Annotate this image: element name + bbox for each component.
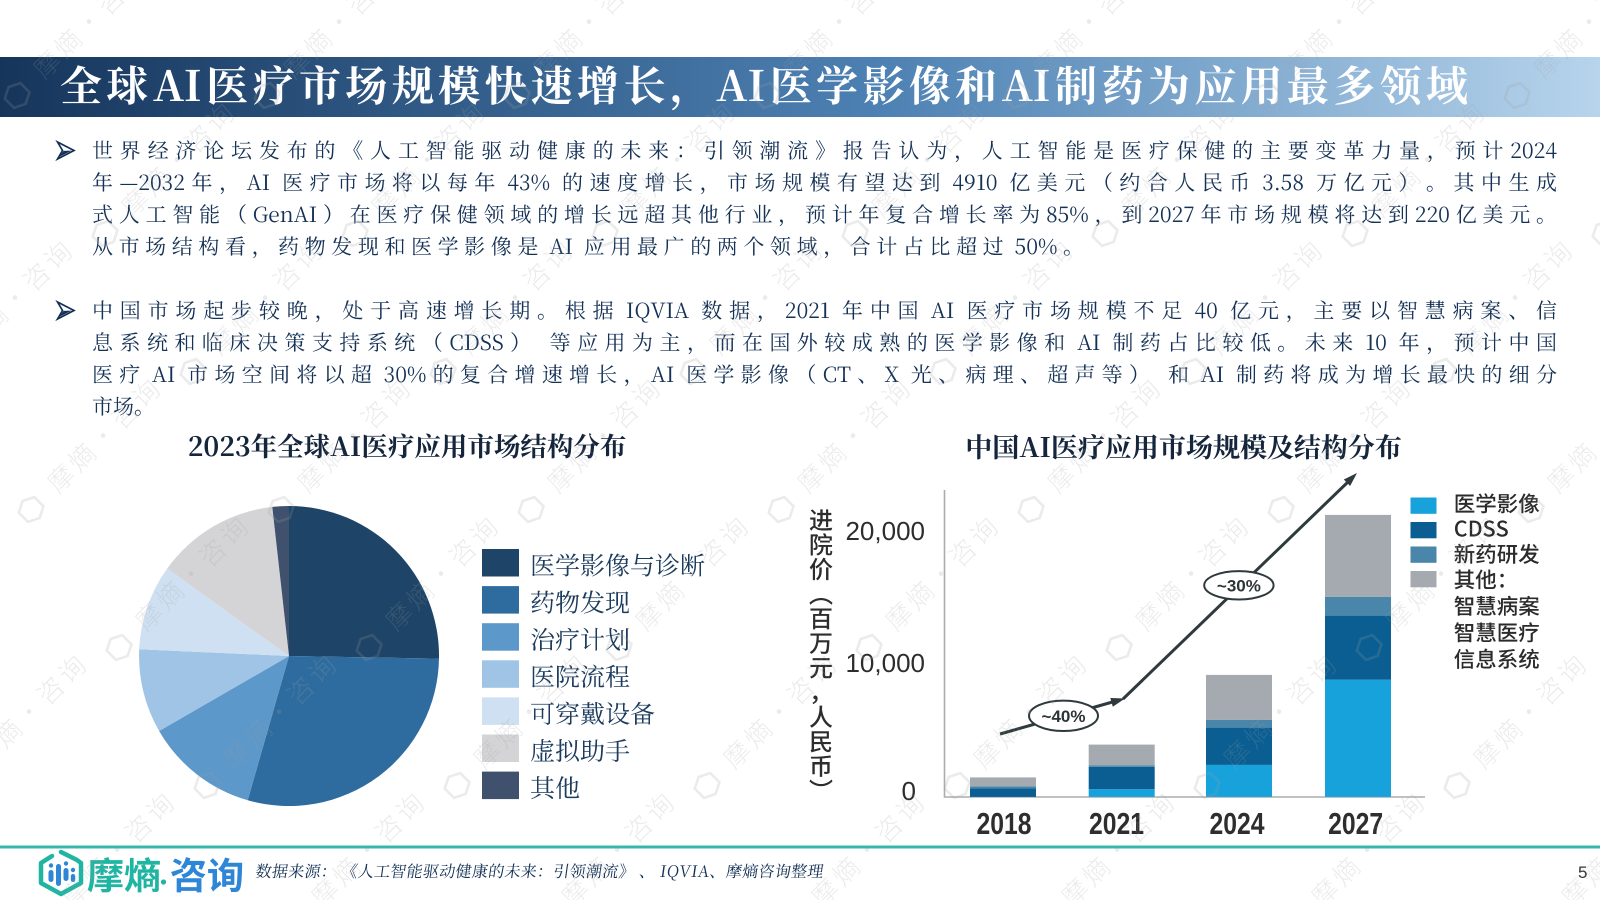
svg-text:0: 0	[902, 776, 916, 806]
svg-text:2018: 2018	[977, 806, 1032, 841]
svg-text:2024: 2024	[1210, 806, 1266, 841]
svg-text:~30%: ~30%	[1217, 576, 1261, 595]
svg-text:5: 5	[1578, 863, 1587, 882]
svg-text:20,000: 20,000	[845, 516, 925, 546]
svg-text:~40%: ~40%	[1042, 707, 1086, 726]
svg-text:10,000: 10,000	[845, 648, 925, 678]
svg-text:2021: 2021	[1089, 806, 1144, 841]
svg-text:2027: 2027	[1328, 806, 1383, 841]
